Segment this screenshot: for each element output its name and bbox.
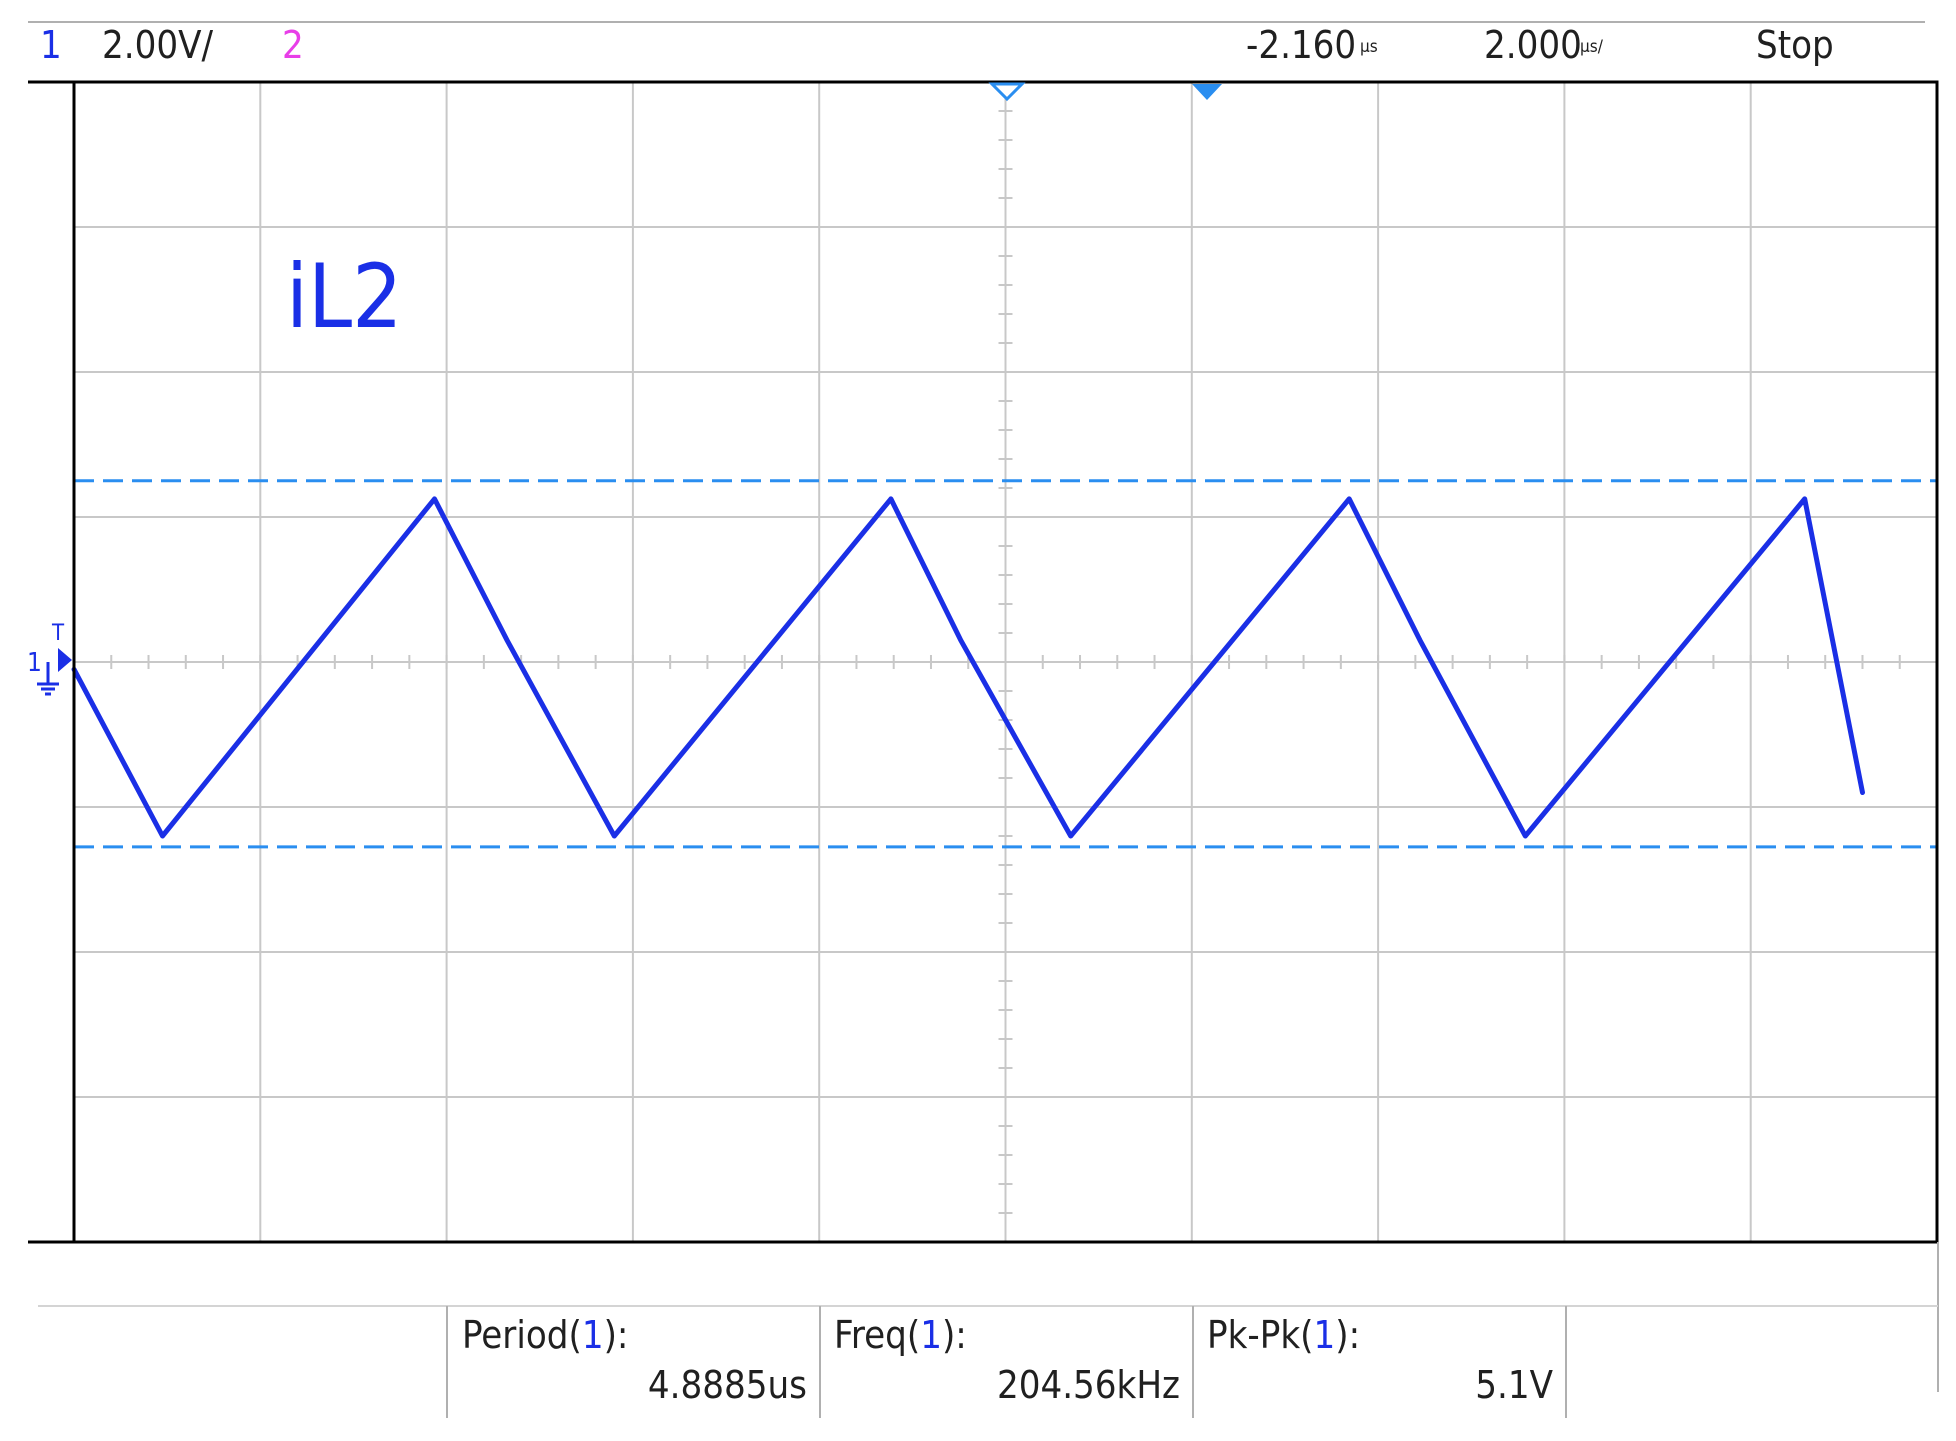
channel1-ground-number: 1	[27, 648, 42, 678]
measurement-period[interactable]: Period(1): 4.8885us	[462, 1313, 807, 1407]
measurement-frequency[interactable]: Freq(1): 204.56kHz	[834, 1313, 1180, 1407]
time-reference-icon	[1192, 84, 1222, 100]
horizontal-cursors[interactable]	[74, 479, 1937, 849]
trigger-position-marker[interactable]	[988, 82, 1026, 102]
time-delay-unit: µs	[1360, 37, 1378, 57]
measurement-value: 5.1V	[1475, 1363, 1553, 1407]
ground-arrow-icon	[58, 648, 72, 672]
trigger-position-icon	[988, 82, 1026, 102]
measurement-panel: Period(1): 4.8885us Freq(1): 204.56kHz P…	[38, 1242, 1939, 1418]
time-scale-unit: µs/	[1580, 37, 1604, 57]
measurement-value: 4.8885us	[648, 1363, 807, 1407]
time-reference-marker[interactable]	[1192, 84, 1222, 100]
screen-frame	[72, 80, 1939, 1244]
channel1-number[interactable]: 1	[40, 23, 62, 67]
run-state[interactable]: Stop	[1756, 23, 1834, 67]
trigger-level-marker: T	[51, 621, 65, 646]
waveform-label: iL2	[286, 245, 402, 348]
time-scale-value[interactable]: 2.000	[1484, 23, 1582, 67]
channel1-ground-marker[interactable]: 1 T	[27, 621, 72, 696]
measurement-value: 204.56kHz	[997, 1363, 1180, 1407]
channel1-scale[interactable]: 2.00V/	[102, 23, 213, 67]
channel1-trace	[71, 496, 1865, 839]
measurement-name: Freq(1):	[834, 1313, 967, 1357]
measurement-name: Period(1):	[462, 1313, 628, 1357]
time-delay-value[interactable]: -2.160	[1246, 23, 1356, 67]
measurement-name: Pk-Pk(1):	[1207, 1313, 1360, 1357]
measurement-pk-pk[interactable]: Pk-Pk(1): 5.1V	[1207, 1313, 1554, 1407]
channel2-number[interactable]: 2	[282, 23, 304, 67]
graticule	[74, 82, 1937, 1242]
